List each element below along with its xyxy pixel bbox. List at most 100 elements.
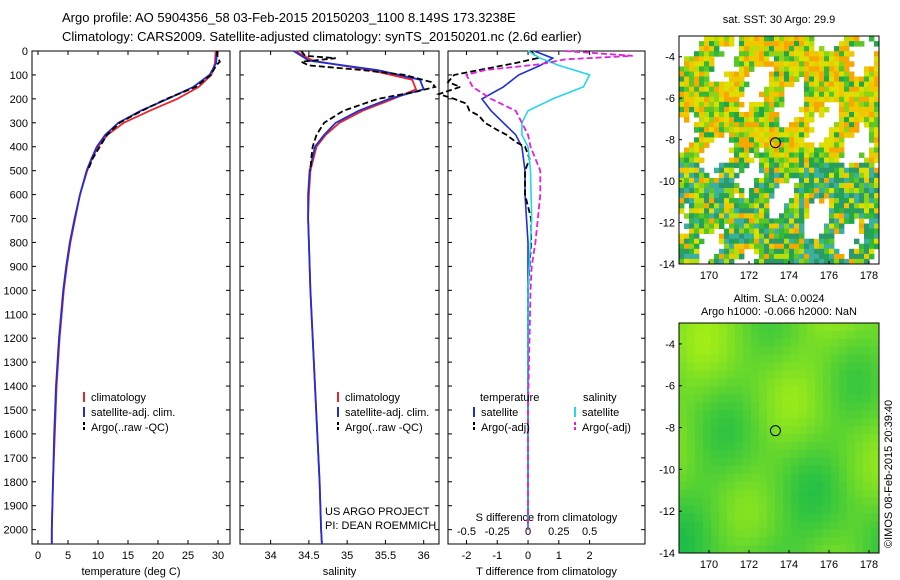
sst-cell (839, 41, 845, 47)
sst-cell (739, 117, 745, 123)
y-tick-label: 1300 (4, 357, 28, 369)
sst-cell (729, 182, 735, 189)
sst-cell (779, 142, 785, 148)
sla-cell (791, 473, 800, 482)
sla-cell (711, 537, 720, 546)
sst-cell (689, 233, 695, 240)
sst-cell (714, 106, 720, 113)
sst-cell (694, 177, 700, 184)
sla-cell (815, 386, 824, 395)
sst-cell (794, 61, 800, 67)
sst-cell (784, 76, 790, 82)
sst-cell (684, 71, 690, 77)
sst-cell (864, 233, 870, 240)
sst-cell (704, 117, 710, 123)
sla-cell (783, 323, 792, 332)
sst-cell (744, 61, 750, 67)
sla-cell (855, 370, 864, 379)
sst-cell (704, 188, 710, 194)
sst-cell (864, 203, 870, 209)
sla-cell (847, 354, 856, 363)
sst-cell (859, 182, 865, 189)
sst-cell (859, 41, 865, 47)
sst-cell (864, 258, 870, 265)
sst-cell (799, 71, 805, 77)
sst-cell (744, 122, 750, 128)
sst-cell (864, 223, 870, 229)
sst-cell (804, 152, 810, 158)
sla-cell (735, 505, 744, 514)
sst-cell (744, 213, 750, 219)
sst-cell (814, 193, 820, 199)
sst-cell (864, 117, 870, 123)
sst-cell (804, 167, 810, 174)
sst-cell (679, 81, 685, 88)
sla-cell (711, 529, 720, 538)
sst-cell (789, 61, 795, 67)
sst-cell (699, 132, 705, 138)
sla-cell (695, 418, 704, 427)
sst-cell (709, 56, 715, 62)
sst-cell (754, 56, 760, 62)
sla-cell (679, 323, 688, 332)
sst-cell (869, 223, 875, 229)
sst-cell (859, 203, 865, 209)
sst-cell (749, 223, 755, 229)
sst-cell (784, 258, 790, 265)
sst-cell (699, 46, 705, 52)
sla-cell (847, 434, 856, 443)
sla-cell (679, 370, 688, 379)
sst-cell (729, 193, 735, 199)
sst-cell (689, 243, 695, 250)
sst-cell (769, 81, 775, 88)
sst-cell (814, 147, 820, 153)
sst-cell (689, 56, 695, 62)
y-tick-label: 2000 (4, 525, 28, 537)
sst-cell (854, 96, 860, 103)
sst-cell (829, 56, 835, 62)
legend-label: Argo(..raw -QC) (345, 422, 423, 434)
sla-cell (807, 346, 816, 356)
sst-cell (724, 86, 730, 93)
x-tick-label: 34.5 (298, 550, 319, 562)
sla-cell (847, 442, 856, 451)
sst-cell (799, 188, 805, 194)
sst-cell (694, 142, 700, 148)
sst-cell (729, 233, 735, 240)
sla-cell (735, 442, 744, 451)
sst-cell (739, 198, 745, 204)
sst-cell (739, 46, 745, 52)
sst-cell (734, 147, 740, 153)
sst-cell (809, 142, 815, 148)
sst-cell (779, 46, 785, 52)
sst-cell (774, 71, 780, 77)
sst-cell (689, 182, 695, 189)
sla-cell (703, 418, 712, 427)
sla-cell (783, 442, 792, 451)
sst-cell (724, 177, 730, 184)
sla-cell (791, 402, 800, 411)
sla-cell (751, 545, 760, 554)
sst-cell (864, 188, 870, 194)
sla-cell (767, 457, 776, 467)
sst-cell (799, 137, 805, 143)
sst-cell (764, 243, 770, 250)
sst-cell (739, 248, 745, 255)
sla-cell (743, 457, 752, 467)
sst-cell (784, 66, 790, 72)
sla-cell (687, 346, 696, 356)
sst-cell (719, 253, 725, 260)
x-tick-label: 174 (780, 270, 798, 282)
sst-cell (799, 61, 805, 67)
sst-cell (769, 106, 775, 113)
sla-cell (695, 442, 704, 451)
sst-cell (784, 208, 790, 214)
sla-cell (847, 362, 856, 371)
sla-cell (767, 323, 776, 332)
sst-cell (824, 86, 830, 93)
sst-cell (844, 81, 850, 88)
sst-cell (814, 238, 820, 245)
sst-cell (729, 157, 735, 164)
sst-cell (714, 51, 720, 57)
sla-cell (727, 354, 736, 363)
